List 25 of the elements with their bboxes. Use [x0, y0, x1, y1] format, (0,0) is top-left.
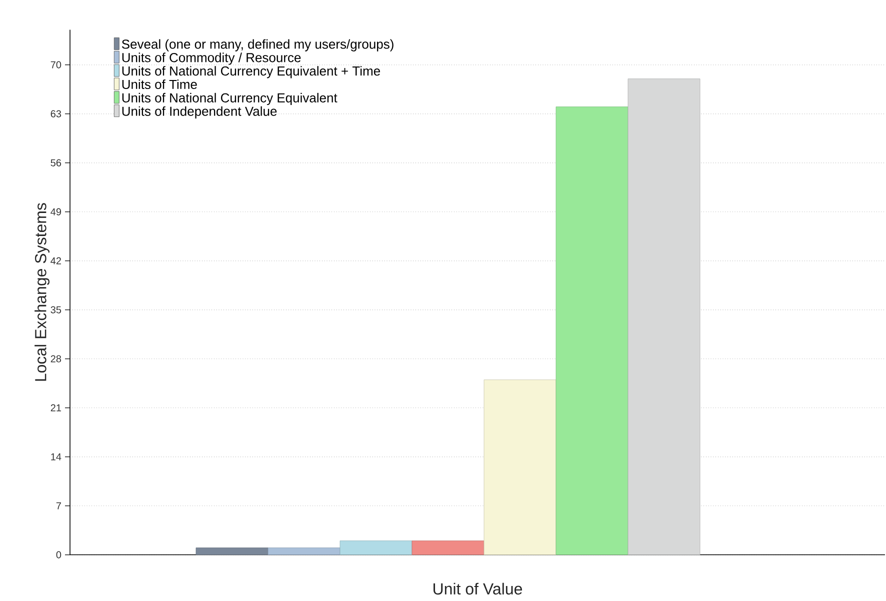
bar: [268, 548, 340, 555]
legend-label: Seveal (one or many, defined my users/groups): [122, 39, 394, 52]
bar: [484, 380, 556, 555]
y-tick-label: 42: [50, 257, 61, 264]
y-tick-label: 35: [50, 306, 62, 314]
y-tick-label: 63: [50, 110, 62, 118]
y-tick-label: 56: [50, 159, 62, 166]
y-tick-label: 21: [50, 404, 61, 412]
y-tick-label: 7: [56, 502, 61, 510]
y-axis-title: Local Exchange Systems: [34, 203, 50, 381]
y-tick-label: 49: [50, 208, 62, 216]
legend-label: Units of National Currency Equivalent: [122, 92, 338, 106]
y-tick-label: 0: [56, 551, 62, 558]
bar: [196, 548, 268, 555]
legend-label: Units of Commodity / Resource: [122, 52, 301, 65]
legend-label: Units of Independent Value: [122, 106, 277, 118]
bar: [556, 106, 628, 555]
bar: [412, 540, 484, 555]
bar: [340, 540, 412, 555]
x-axis-title: Unit of Value: [434, 582, 522, 595]
y-tick-label: 14: [51, 453, 62, 460]
y-tick-label: 28: [50, 355, 62, 362]
legend-label: Units of Time: [122, 79, 197, 90]
y-tick-label: 70: [50, 61, 62, 68]
legend-label: Units of National Currency Equivalent + Time: [122, 66, 380, 78]
